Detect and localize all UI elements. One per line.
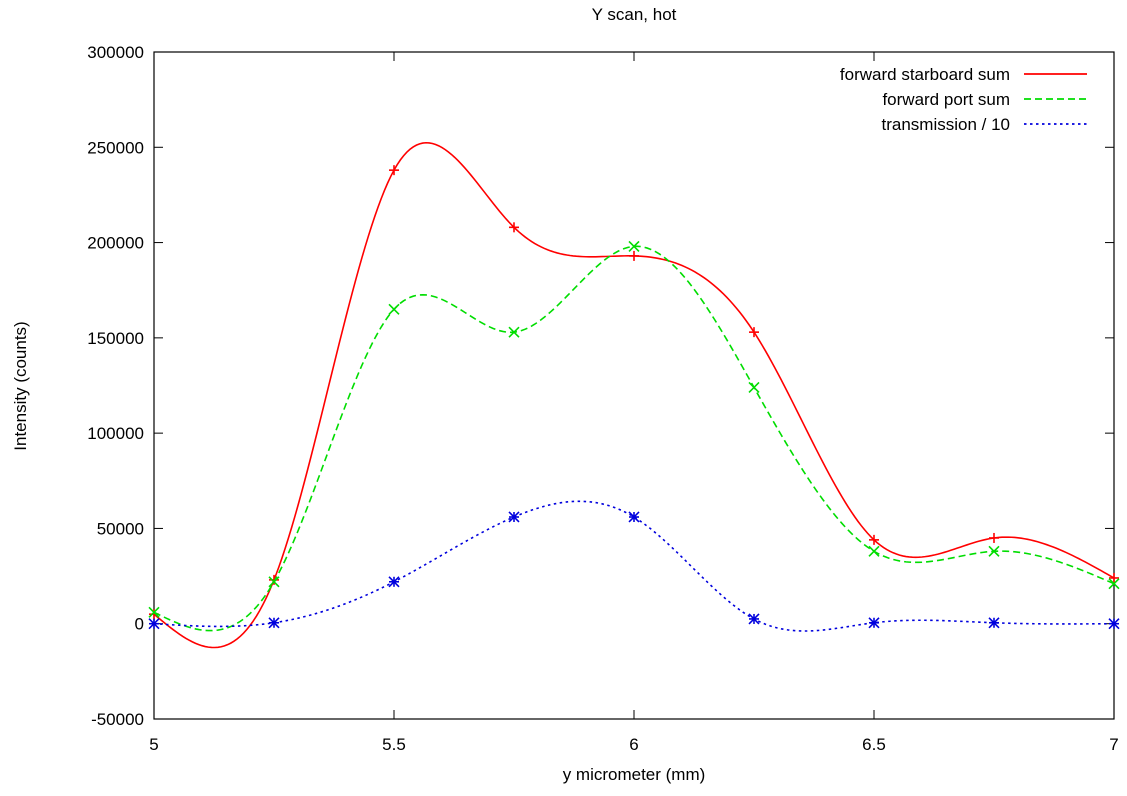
data-point-1-2	[388, 303, 400, 315]
x-axis-title: y micrometer (mm)	[563, 765, 706, 784]
x-tick-label: 7	[1109, 735, 1118, 754]
data-point-1-7	[988, 545, 1000, 557]
data-point-0-8	[1109, 572, 1119, 583]
y-tick-label: 0	[135, 615, 144, 634]
data-point-2-0	[148, 618, 160, 630]
x-tick-label: 5	[149, 735, 158, 754]
data-point-0-5	[749, 327, 759, 338]
data-point-0-3	[509, 222, 519, 233]
y-tick-label: 200000	[87, 234, 144, 253]
legend: forward starboard sum forward port sum tra…	[840, 65, 1087, 134]
data-point-1-4	[628, 240, 640, 252]
series-line-1	[153, 245, 1115, 632]
data-point-1-3	[508, 326, 520, 338]
y-tick-label: 50000	[97, 519, 144, 538]
data-point-0-7	[989, 532, 999, 543]
x-axis: 5 5.5 6 6.5 7	[149, 52, 1119, 754]
y-axis-title: Intensity (counts)	[11, 321, 30, 450]
y-tick-label: 100000	[87, 424, 144, 443]
y-tick-label: 300000	[87, 43, 144, 62]
data-point-2-5	[748, 613, 760, 625]
data-point-0-2	[389, 165, 399, 176]
data-point-2-2	[388, 576, 400, 588]
series-layer	[148, 141, 1120, 649]
data-point-2-7	[988, 617, 1000, 629]
data-point-1-0	[148, 606, 160, 618]
series-line-0	[153, 141, 1115, 649]
data-point-0-4	[629, 250, 639, 261]
data-point-1-1	[268, 576, 280, 588]
y-axis: -50000 0 50000 100000 150000 200000 250000 3000…	[87, 43, 1114, 729]
x-tick-label: 5.5	[382, 735, 406, 754]
data-point-2-6	[868, 617, 880, 629]
y-tick-label: 150000	[87, 329, 144, 348]
data-point-0-6	[869, 534, 879, 545]
y-tick-label: 250000	[87, 138, 144, 157]
data-point-2-4	[628, 511, 640, 523]
data-point-1-5	[748, 381, 760, 393]
data-point-2-3	[508, 511, 520, 523]
chart-title: Y scan, hot	[592, 5, 677, 24]
legend-label-0: forward starboard sum	[840, 65, 1010, 84]
data-point-2-1	[268, 617, 280, 629]
legend-label-1: forward port sum	[882, 90, 1010, 109]
legend-label-2: transmission / 10	[882, 115, 1011, 134]
y-tick-label: -50000	[91, 710, 144, 729]
data-point-1-8	[1108, 578, 1120, 590]
x-tick-label: 6.5	[862, 735, 886, 754]
data-point-2-8	[1108, 618, 1120, 630]
data-point-0-1	[269, 574, 279, 585]
data-point-1-6	[868, 545, 880, 557]
x-tick-label: 6	[629, 735, 638, 754]
